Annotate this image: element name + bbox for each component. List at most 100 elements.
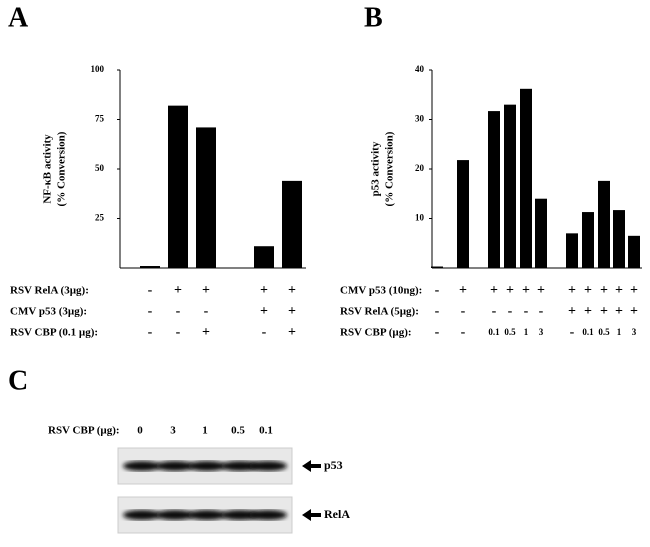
- condition-mark: -: [148, 304, 153, 319]
- y-tick-label: 30: [415, 114, 425, 124]
- y-axis-label: (% Conversion): [384, 131, 396, 206]
- condition-mark: -: [492, 304, 497, 319]
- condition-mark: -: [435, 325, 440, 340]
- arrow: [302, 509, 321, 521]
- condition-mark: 0.1: [488, 327, 500, 337]
- condition-mark: +: [490, 283, 498, 298]
- lane-label: 0.1: [259, 425, 273, 437]
- condition-label: RSV CBP (µg):: [340, 327, 412, 339]
- blot-band: [156, 510, 194, 520]
- condition-mark: +: [600, 304, 608, 319]
- condition-mark: -: [435, 304, 440, 319]
- condition-mark: -: [435, 283, 440, 298]
- condition-mark: +: [288, 325, 296, 340]
- bar: [613, 210, 625, 268]
- bar: [168, 105, 188, 268]
- blot-band: [188, 510, 226, 520]
- bar: [488, 111, 500, 269]
- y-tick-label: 20: [415, 163, 425, 173]
- bar: [598, 180, 610, 268]
- bar: [566, 233, 578, 268]
- panel-letter: C: [8, 365, 28, 396]
- blot-band: [123, 510, 161, 520]
- blot-band: [156, 461, 194, 471]
- condition-mark: -: [204, 304, 209, 319]
- condition-mark: 0.5: [598, 327, 610, 337]
- y-axis-label: (% Conversion): [56, 131, 68, 206]
- bar: [582, 212, 594, 268]
- blot-band: [123, 461, 161, 471]
- lane-label: 0: [137, 425, 143, 437]
- y-tick-label: 10: [415, 213, 425, 223]
- lane-label: 3: [170, 425, 176, 437]
- band-label: RelA: [324, 507, 350, 521]
- condition-mark: +: [260, 304, 268, 319]
- condition-mark: +: [615, 304, 623, 319]
- y-axis-label: p53 activity: [370, 141, 382, 196]
- condition-mark: -: [570, 325, 575, 340]
- condition-mark: -: [148, 325, 153, 340]
- condition-mark: +: [615, 283, 623, 298]
- condition-mark: +: [288, 304, 296, 319]
- bar: [520, 88, 532, 268]
- condition-mark: 3: [539, 327, 544, 337]
- panel-letter: A: [8, 2, 29, 33]
- condition-mark: +: [522, 283, 530, 298]
- bar: [431, 266, 443, 268]
- condition-mark: +: [459, 283, 467, 298]
- condition-mark: 0.1: [582, 327, 594, 337]
- bar: [504, 104, 516, 269]
- y-tick-label: 75: [95, 114, 105, 124]
- condition-mark: +: [584, 304, 592, 319]
- condition-mark: -: [148, 283, 153, 298]
- bar: [628, 235, 640, 268]
- condition-mark: +: [568, 304, 576, 319]
- condition-mark: -: [539, 304, 544, 319]
- condition-mark: -: [461, 325, 466, 340]
- condition-mark: +: [174, 283, 182, 298]
- condition-mark: 1: [524, 327, 529, 337]
- bar: [254, 246, 274, 268]
- condition-mark: 3: [632, 327, 637, 337]
- condition-mark: +: [260, 283, 268, 298]
- bar: [282, 180, 302, 268]
- condition-mark: -: [176, 325, 181, 340]
- blot-label: RSV CBP (µg):: [48, 425, 120, 437]
- condition-label: CMV p53 (10ng):: [340, 285, 422, 297]
- condition-mark: +: [584, 283, 592, 298]
- condition-mark: +: [630, 304, 638, 319]
- y-tick-label: 40: [415, 64, 425, 74]
- lane-label: 1: [202, 425, 208, 437]
- blot-band: [221, 510, 259, 520]
- condition-mark: -: [461, 304, 466, 319]
- condition-label: CMV p53 (3µg):: [10, 306, 87, 318]
- condition-mark: -: [176, 304, 181, 319]
- bar: [457, 160, 469, 268]
- band-label: p53: [324, 458, 343, 472]
- arrow: [302, 460, 321, 472]
- y-tick-label: 50: [95, 163, 105, 173]
- blot-band: [249, 461, 287, 471]
- condition-mark: +: [568, 283, 576, 298]
- condition-mark: -: [508, 304, 513, 319]
- condition-mark: -: [524, 304, 529, 319]
- condition-mark: +: [506, 283, 514, 298]
- bar: [140, 266, 160, 268]
- y-tick-label: 100: [91, 64, 105, 74]
- condition-label: RSV RelA (3µg):: [10, 285, 89, 297]
- blot-band: [188, 461, 226, 471]
- condition-mark: +: [537, 283, 545, 298]
- bar: [535, 198, 547, 268]
- condition-mark: +: [600, 283, 608, 298]
- bar: [196, 127, 216, 268]
- y-axis-label: NF-κB activity: [42, 134, 54, 204]
- condition-mark: -: [262, 325, 267, 340]
- y-tick-label: 25: [95, 213, 105, 223]
- condition-mark: 0.5: [504, 327, 516, 337]
- condition-mark: 1: [617, 327, 622, 337]
- blot-band: [249, 510, 287, 520]
- condition-mark: +: [202, 283, 210, 298]
- condition-mark: +: [202, 325, 210, 340]
- panel-letter: B: [364, 2, 383, 33]
